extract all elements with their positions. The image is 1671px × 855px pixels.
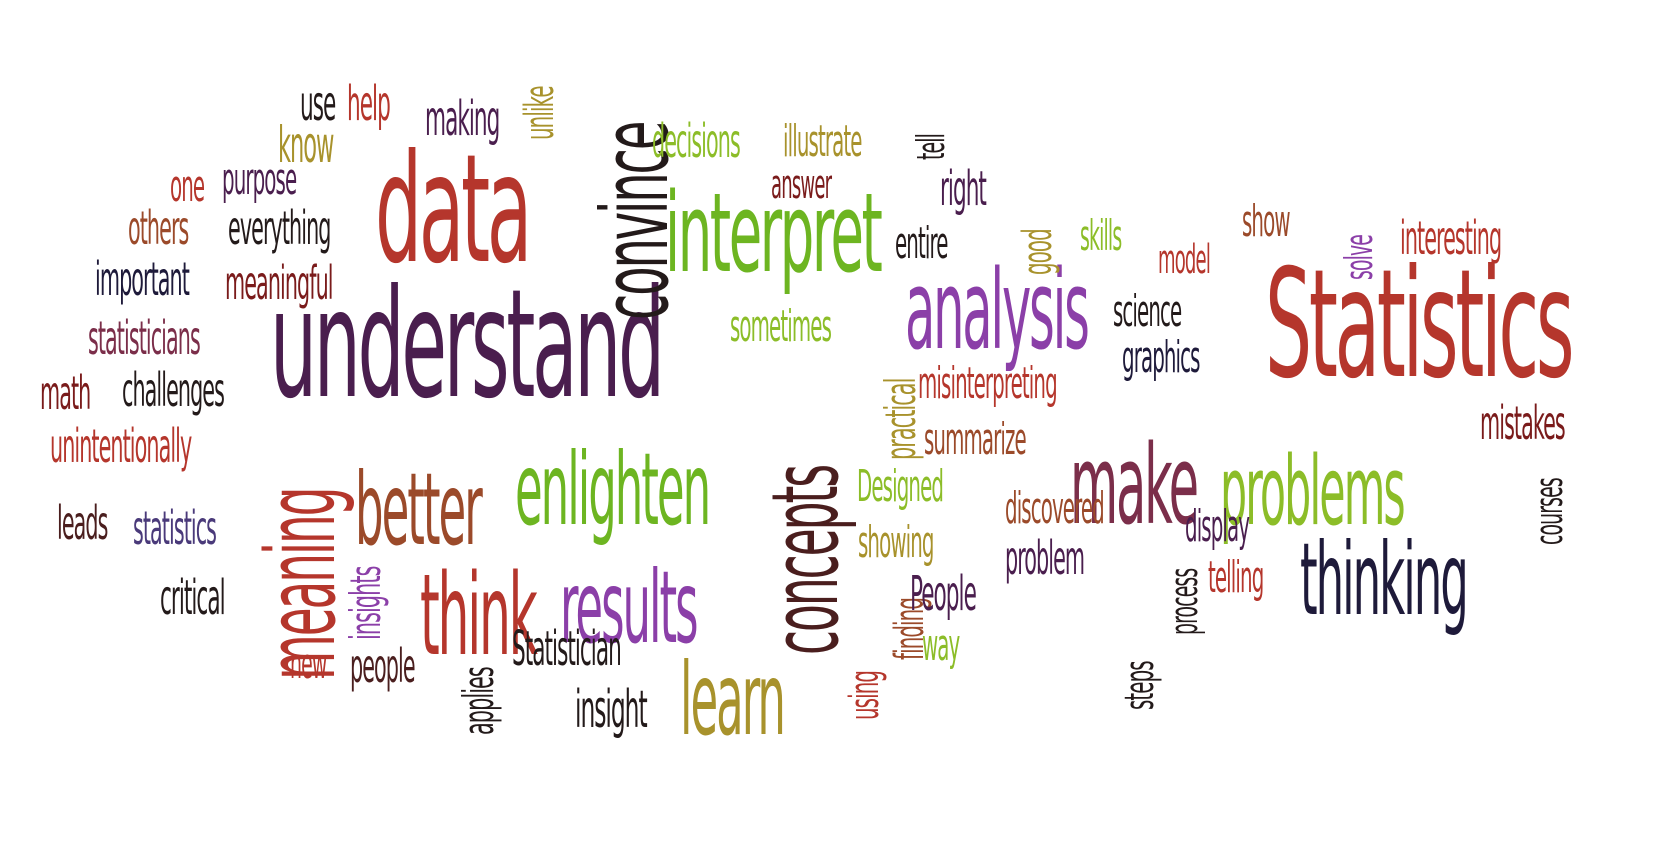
- word-analysis: analysis: [905, 246, 1090, 374]
- word-new: new: [290, 639, 327, 688]
- word-statistician: Statistician: [512, 621, 622, 677]
- word-learn: learn: [680, 641, 786, 758]
- word-misinterpreting: misinterpreting: [918, 358, 1058, 409]
- word-mistakes: mistakes: [1480, 396, 1566, 450]
- word-meaningful: meaningful: [225, 256, 334, 310]
- word-make: make: [1070, 421, 1199, 549]
- word-insights: insights: [341, 566, 390, 640]
- word-interpret: interpret: [665, 169, 883, 297]
- word-tell: tell: [909, 133, 953, 160]
- word-science: science: [1113, 286, 1182, 337]
- word-courses: courses: [1527, 478, 1571, 545]
- word-one: one: [170, 161, 205, 212]
- word-thinking: thinking: [1300, 521, 1469, 638]
- word-sometimes: sometimes: [730, 301, 832, 352]
- word-enlighten: enlighten: [515, 431, 711, 548]
- word-critical: critical: [160, 570, 226, 626]
- word-use: use: [300, 76, 336, 132]
- word-good: good: [1015, 229, 1061, 275]
- word-statistics-big: Statistics: [1265, 238, 1575, 412]
- word-math: math: [40, 366, 91, 420]
- word-answer: answer: [771, 162, 832, 208]
- word-people-capitalized: People: [910, 566, 977, 622]
- word-practical: practical: [876, 378, 925, 460]
- word-summarize: summarize: [924, 414, 1027, 465]
- word-right: right: [940, 161, 987, 217]
- word-steps: steps: [1117, 661, 1163, 710]
- word-entire: entire: [895, 218, 948, 269]
- word-way: way: [922, 620, 960, 671]
- word-important: important: [95, 252, 190, 306]
- word-designed: Designed: [857, 461, 944, 512]
- word-challenges: challenges: [122, 363, 225, 417]
- word-decisions: decisions: [652, 114, 741, 168]
- word-think: think: [420, 551, 538, 681]
- word-solve: solve: [1337, 234, 1381, 280]
- word-understand: understand: [270, 258, 665, 432]
- word-help: help: [347, 76, 391, 132]
- word-applies: applies: [454, 667, 503, 735]
- word-process: process: [1162, 568, 1206, 635]
- word-model: model: [1158, 237, 1211, 283]
- word-display: display: [1185, 501, 1250, 552]
- word-people: people: [350, 639, 416, 693]
- word-insight: insight: [575, 680, 648, 740]
- word-making: making: [425, 91, 500, 147]
- word-problem: problem: [1005, 531, 1085, 585]
- word-interesting: interesting: [1400, 211, 1502, 265]
- word-data: data: [375, 123, 532, 297]
- word-unlike: unlike: [517, 86, 563, 140]
- word-problems: problems: [1220, 437, 1406, 547]
- word-everything: everything: [228, 201, 331, 255]
- word-discovered: discovered: [1005, 483, 1105, 534]
- word-statisticians: statisticians: [88, 311, 201, 365]
- word-purpose: purpose: [222, 154, 297, 205]
- word-others: others: [128, 201, 189, 255]
- word-concepts: concepts: [752, 465, 859, 655]
- word-better: better: [355, 451, 483, 568]
- word-unintentionally: unintentionally: [50, 419, 192, 473]
- word-know: know: [278, 116, 334, 174]
- word-results: results: [560, 549, 699, 666]
- word-statistics-small: statistics: [133, 501, 217, 555]
- word-leads: leads: [57, 496, 108, 550]
- word-using: using: [842, 670, 888, 720]
- word-graphics: graphics: [1122, 332, 1200, 383]
- word-show: show: [1242, 196, 1291, 247]
- word-showing: showing: [858, 517, 934, 568]
- word-skills: skills: [1080, 211, 1122, 260]
- word-illustrate: illustrate: [783, 116, 862, 167]
- word-telling: telling: [1208, 552, 1264, 603]
